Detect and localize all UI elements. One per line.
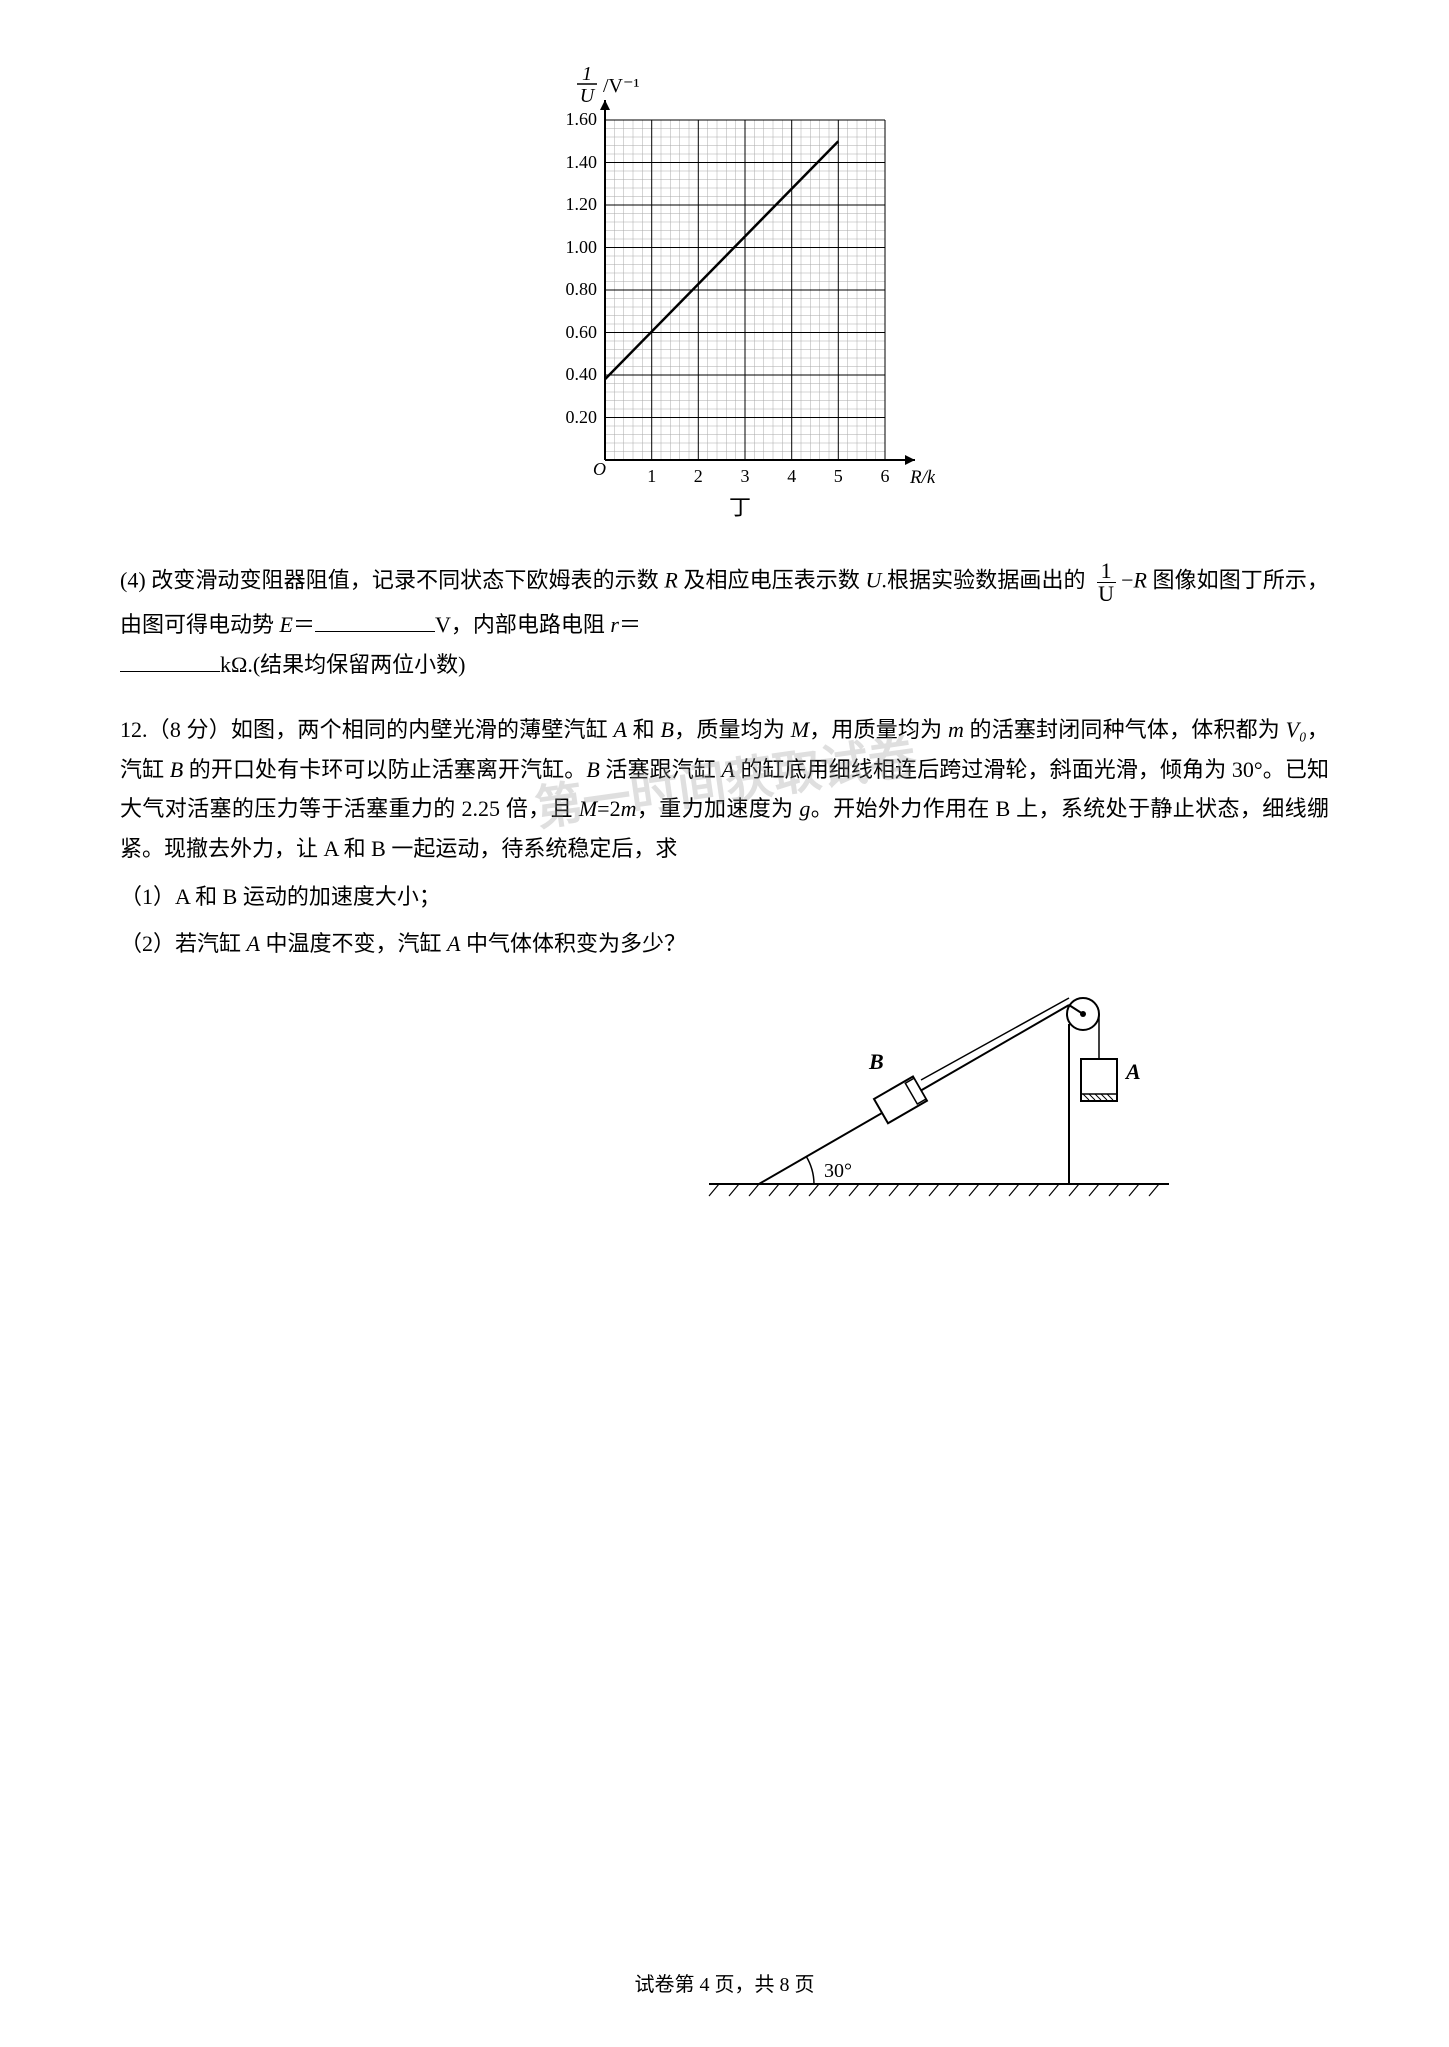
q4-U: U bbox=[866, 568, 882, 593]
q4-frac-num: 1 bbox=[1097, 560, 1116, 583]
q4-t2: 及相应电压表示数 bbox=[678, 568, 866, 593]
q12-B: B bbox=[661, 717, 674, 742]
y-tick-8: 1.60 bbox=[565, 109, 597, 129]
footer-mid: 页，共 bbox=[710, 1974, 780, 1996]
q12-s2c: 中气体体积变为多少？ bbox=[460, 931, 686, 956]
x-tick-6: 6 bbox=[880, 466, 889, 486]
ground-hatch bbox=[709, 1184, 1159, 1196]
q4-eq: ＝ bbox=[293, 612, 315, 637]
q4-eq2: ＝ bbox=[619, 612, 641, 637]
origin-label: O bbox=[593, 459, 606, 479]
footer: 试卷第 4 页，共 8 页 bbox=[0, 1968, 1449, 1997]
label-B: B bbox=[868, 1049, 884, 1074]
q12-A2: A bbox=[721, 757, 734, 782]
y-tick-3: 0.60 bbox=[565, 322, 597, 342]
string-incline bbox=[921, 998, 1069, 1080]
q4-minus: − bbox=[1121, 568, 1133, 593]
q12-M2: M bbox=[579, 796, 597, 821]
q12-sub1: （1）A 和 B 运动的加速度大小； bbox=[120, 877, 1329, 917]
y-tick-5: 1.00 bbox=[565, 237, 597, 257]
q12-h: 12.（8 分）如图，两个相同的内壁光滑的薄壁汽缸 bbox=[120, 717, 614, 742]
y-label-den: U bbox=[579, 85, 595, 107]
diagram-container: 30° B A bbox=[120, 984, 1329, 1214]
x-tick-5: 5 bbox=[833, 466, 842, 486]
x-arrow bbox=[905, 455, 915, 465]
chart-container: 1 U /V⁻¹ bbox=[120, 60, 1329, 530]
q4-E: E bbox=[280, 612, 293, 637]
footer-total: 8 bbox=[780, 1974, 790, 1996]
q4-frac: 1U bbox=[1094, 560, 1118, 605]
q12-A3: A bbox=[247, 931, 260, 956]
grid bbox=[605, 120, 885, 460]
y-arrow bbox=[600, 100, 610, 110]
x-tick-4: 4 bbox=[787, 466, 796, 486]
q12-t5: 的开口处有卡环可以防止活塞离开汽缸。 bbox=[183, 757, 586, 782]
q12-g: g bbox=[799, 796, 810, 821]
q12-s2a: （2）若汽缸 bbox=[120, 931, 247, 956]
angle-label: 30° bbox=[824, 1160, 852, 1182]
blank-r[interactable] bbox=[120, 650, 220, 672]
q12-B3: B bbox=[586, 757, 599, 782]
y-tick-1: 0.20 bbox=[565, 407, 597, 427]
y-label-num: 1 bbox=[582, 63, 592, 85]
footer-prefix: 试卷第 bbox=[635, 1974, 700, 1996]
q4-frac-den: U bbox=[1094, 583, 1118, 605]
y-tick-4: 0.80 bbox=[565, 279, 597, 299]
q4-unitkO: kΩ.(结果均保留两位小数) bbox=[220, 652, 466, 677]
q12-t1: ，质量均为 bbox=[674, 717, 791, 742]
q12-V0: V₀ bbox=[1286, 717, 1307, 742]
x-tick-2: 2 bbox=[693, 466, 702, 486]
q12-eq2m: =2 bbox=[597, 796, 620, 821]
y-tick-7: 1.40 bbox=[565, 152, 597, 172]
y-tick-2: 0.40 bbox=[565, 364, 597, 384]
q12-s2b: 中温度不变，汽缸 bbox=[260, 931, 447, 956]
q4-unitV: V，内部电路电阻 bbox=[435, 612, 610, 637]
q12-A4: A bbox=[447, 931, 460, 956]
y-unit: /V⁻¹ bbox=[603, 75, 640, 97]
x-tick-3: 3 bbox=[740, 466, 749, 486]
q12-t2: ，用质量均为 bbox=[809, 717, 948, 742]
chart-caption: 丁 bbox=[728, 495, 750, 520]
q12-t3: 的活塞封闭同种气体，体积都为 bbox=[964, 717, 1286, 742]
blank-E[interactable] bbox=[315, 610, 435, 632]
y-tick-6: 1.20 bbox=[565, 194, 597, 214]
x-label: R/kΩ bbox=[909, 467, 935, 488]
cylinder-B bbox=[874, 1076, 927, 1123]
q4-t1: (4) 改变滑动变阻器阻值，记录不同状态下欧姆表的示数 bbox=[120, 568, 664, 593]
chart-svg: 1 U /V⁻¹ bbox=[515, 60, 935, 530]
q12-B2: B bbox=[170, 757, 183, 782]
q4-R2: R bbox=[1133, 568, 1146, 593]
q4-t3: .根据实验数据画出的 bbox=[881, 568, 1091, 593]
q4-R: R bbox=[664, 568, 677, 593]
label-A: A bbox=[1124, 1059, 1141, 1084]
q4-r: r bbox=[610, 612, 619, 637]
q12-m2: m bbox=[621, 796, 637, 821]
q12-sub2: （2）若汽缸 A 中温度不变，汽缸 A 中气体体积变为多少？ bbox=[120, 924, 1329, 964]
angle-arc bbox=[806, 1156, 814, 1184]
footer-page: 4 bbox=[700, 1974, 710, 1996]
q12-text: 12.（8 分）如图，两个相同的内壁光滑的薄壁汽缸 A 和 B，质量均为 M，用… bbox=[120, 710, 1329, 868]
q12-A: A bbox=[614, 717, 627, 742]
x-tick-1: 1 bbox=[647, 466, 656, 486]
q12-t8: ，重力加速度为 bbox=[636, 796, 799, 821]
q12-M: M bbox=[791, 717, 809, 742]
q12-m: m bbox=[948, 717, 964, 742]
q4-text: (4) 改变滑动变阻器阻值，记录不同状态下欧姆表的示数 R 及相应电压表示数 U… bbox=[120, 560, 1329, 684]
incline-diagram: 30° B A bbox=[699, 984, 1179, 1214]
q12-and: 和 bbox=[627, 717, 661, 742]
data-line bbox=[605, 141, 838, 379]
footer-suffix: 页 bbox=[790, 1974, 815, 1996]
q12-t6: 活塞跟汽缸 bbox=[600, 757, 722, 782]
